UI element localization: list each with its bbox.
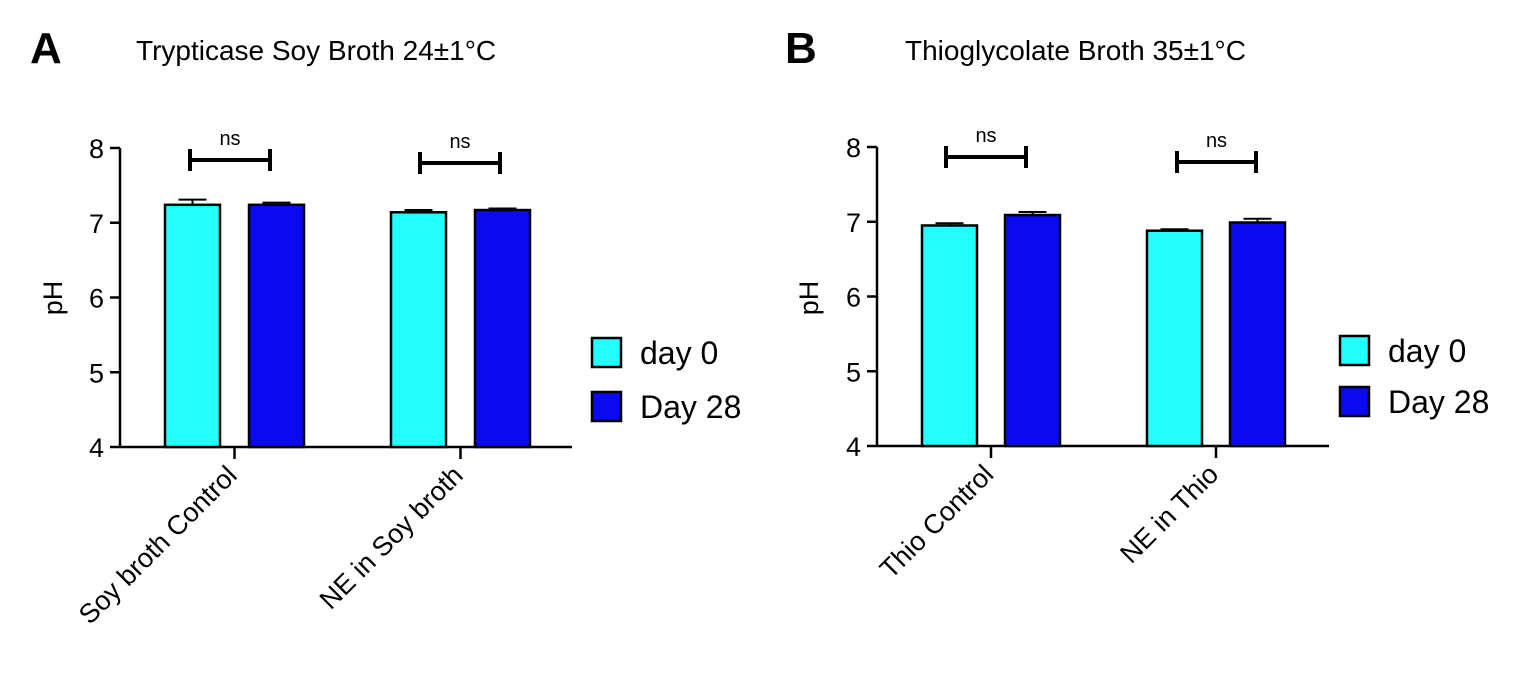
y-tick-label: 6 [846,283,861,313]
y-tick-label: 8 [89,134,104,164]
legend-label: day 0 [1388,333,1466,369]
x-category-label: Soy broth Control [73,460,243,630]
legend-label: day 0 [640,335,718,371]
legend-label: Day 28 [640,389,741,425]
significance-label: ns [975,125,996,147]
y-tick-label: 4 [846,432,861,462]
x-category-label: NE in Soy broth [314,460,469,615]
x-category-label: Thio Control [874,459,999,584]
y-tick-label: 5 [89,358,104,388]
bar [163,203,222,449]
y-tick-label: 8 [846,133,861,163]
y-tick-label: 7 [846,208,861,238]
legend-label: Day 28 [1388,384,1489,420]
significance-label: ns [219,128,240,150]
bar [1228,221,1287,448]
bar [389,211,448,449]
bar [1145,229,1204,448]
chart-title: Trypticase Soy Broth 24±1°C [136,35,496,66]
legend-swatch [1338,385,1371,418]
panel-b: B Thioglycolate Broth 35±1°C 4 5 6 7 8 pH Thio C… [785,24,1489,584]
legend-swatch [1338,334,1371,367]
y-tick-label: 4 [89,433,104,463]
significance-label: ns [1206,130,1227,152]
y-tick-label: 6 [89,284,104,314]
panel-letter: B [785,24,817,73]
bar [1003,213,1062,448]
y-tick-label: 7 [89,209,104,239]
x-category-label: NE in Thio [1114,459,1224,569]
legend-swatch [590,336,623,369]
chart-title: Thioglycolate Broth 35±1°C [905,35,1246,66]
bar [473,208,532,449]
panel-a: A Trypticase Soy Broth 24±1°C 4 5 6 7 8 pH Soy b… [30,24,741,630]
y-tick-label: 5 [846,357,861,387]
bar [920,224,979,448]
panel-letter: A [30,24,62,73]
bar [247,203,306,449]
y-axis-label: pH [38,281,68,316]
legend-swatch [590,390,623,423]
y-axis-label: pH [794,281,824,316]
significance-label: ns [449,131,470,153]
